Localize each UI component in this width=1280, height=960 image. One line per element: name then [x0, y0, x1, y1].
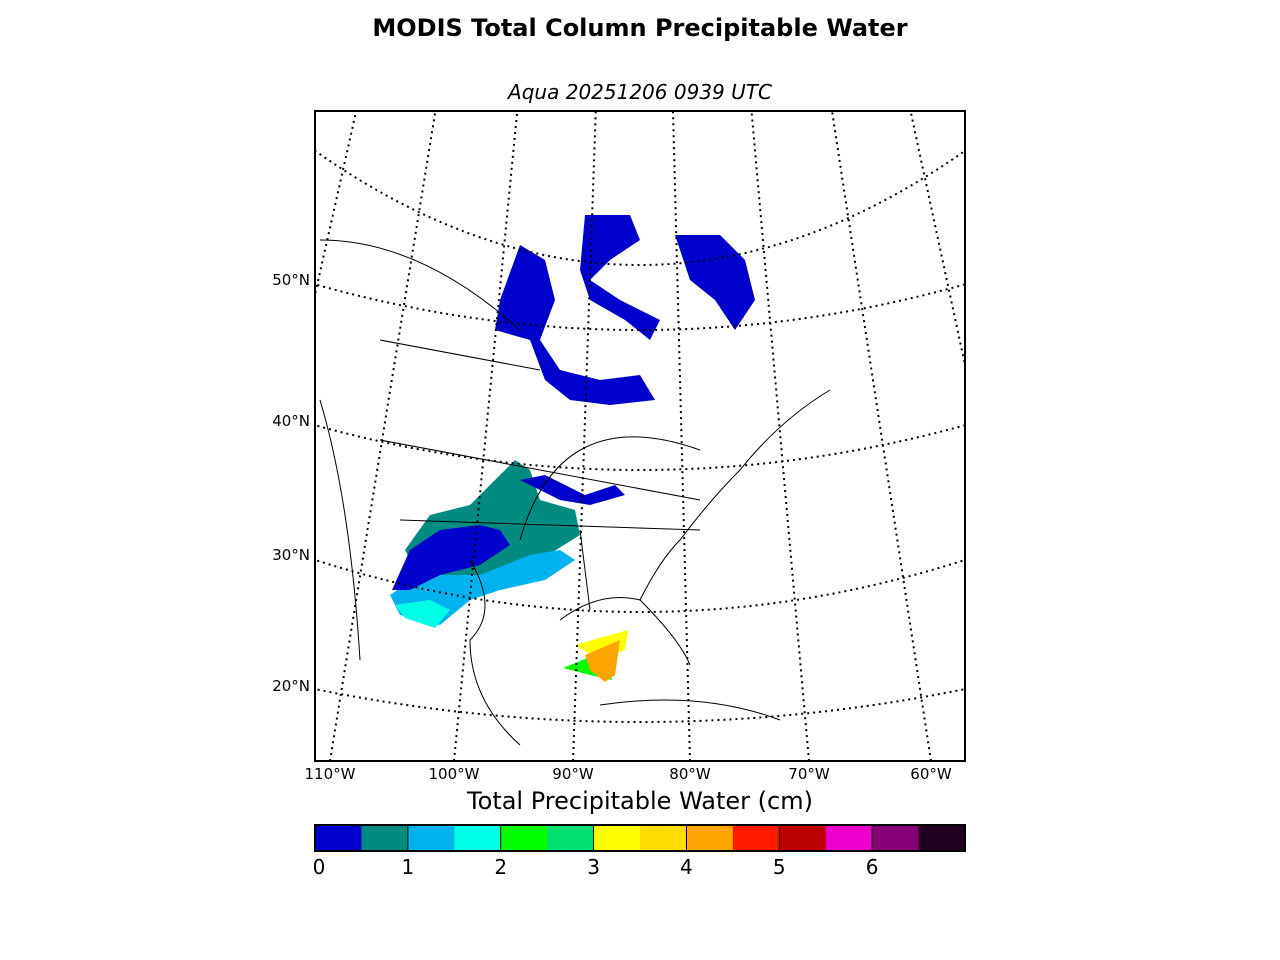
colorbar-bin	[686, 825, 734, 851]
colorbar-bin	[454, 825, 502, 851]
pw-region-blue-south	[392, 525, 510, 590]
colorbar	[314, 825, 966, 851]
colorbar-bin	[593, 825, 641, 851]
colorbar-title: Total Precipitable Water (cm)	[467, 787, 813, 815]
pw-region-lightcyan	[395, 600, 450, 628]
colorbar-tick-label: 5	[772, 855, 786, 879]
pw-region-gulf-orange	[585, 640, 620, 682]
lon-label-80w: 80°W	[669, 765, 711, 783]
lat-label-20n: 20°N	[272, 677, 310, 695]
colorbar-frame	[314, 824, 966, 852]
pw-region-blue-quebec	[675, 235, 755, 330]
parallel-line	[315, 688, 965, 723]
chart-title: MODIS Total Column Precipitable Water	[372, 14, 908, 42]
lon-label-70w: 70°W	[788, 765, 830, 783]
coastlines	[319, 239, 831, 746]
lat-label-40n: 40°N	[272, 412, 310, 430]
map-frame	[314, 110, 966, 762]
lon-label-90w: 90°W	[552, 765, 594, 783]
parallel-line	[315, 149, 965, 266]
lat-label-30n: 30°N	[272, 546, 310, 564]
colorbar-bin	[872, 825, 920, 851]
colorbar-bin	[640, 825, 687, 851]
colorbar-bin	[547, 825, 595, 851]
meridian-line	[750, 111, 810, 761]
lon-label-110w: 110°W	[304, 765, 356, 783]
meridian-line	[640, 0, 1170, 761]
colorbar-bin	[315, 825, 362, 851]
chart-subtitle: Aqua 20251206 0939 UTC	[508, 80, 772, 104]
colorbar-tick-label: 3	[587, 855, 600, 879]
lat-label-50n: 50°N	[272, 271, 310, 289]
lon-label-100w: 100°W	[428, 765, 480, 783]
colorbar-bin	[732, 825, 780, 851]
meridian-line	[909, 111, 965, 370]
colorbar-tick-label: 2	[494, 855, 508, 879]
lon-label-60w: 60°W	[910, 765, 952, 783]
pw-region-blue-canada	[495, 245, 655, 405]
meridian-line	[831, 111, 932, 761]
parallel-line	[315, 424, 965, 471]
meridian-line	[572, 111, 597, 761]
colorbar-tick-label: 6	[865, 855, 879, 879]
meridian-line	[671, 111, 691, 761]
colorbar-bin	[779, 825, 827, 851]
colorbar-bin	[918, 825, 966, 851]
pw-region-blue-hudson	[580, 215, 660, 340]
colorbar-bin	[825, 825, 873, 851]
colorbar-tick-label: 1	[401, 855, 415, 879]
colorbar-bin	[500, 825, 548, 851]
map-area	[315, 0, 1170, 761]
colorbar-bin	[361, 825, 409, 851]
colorbar-bin	[407, 825, 455, 851]
graticule	[315, 0, 1170, 761]
colorbar-tick-label: 0	[312, 855, 326, 879]
colorbar-tick-label: 4	[680, 855, 693, 879]
